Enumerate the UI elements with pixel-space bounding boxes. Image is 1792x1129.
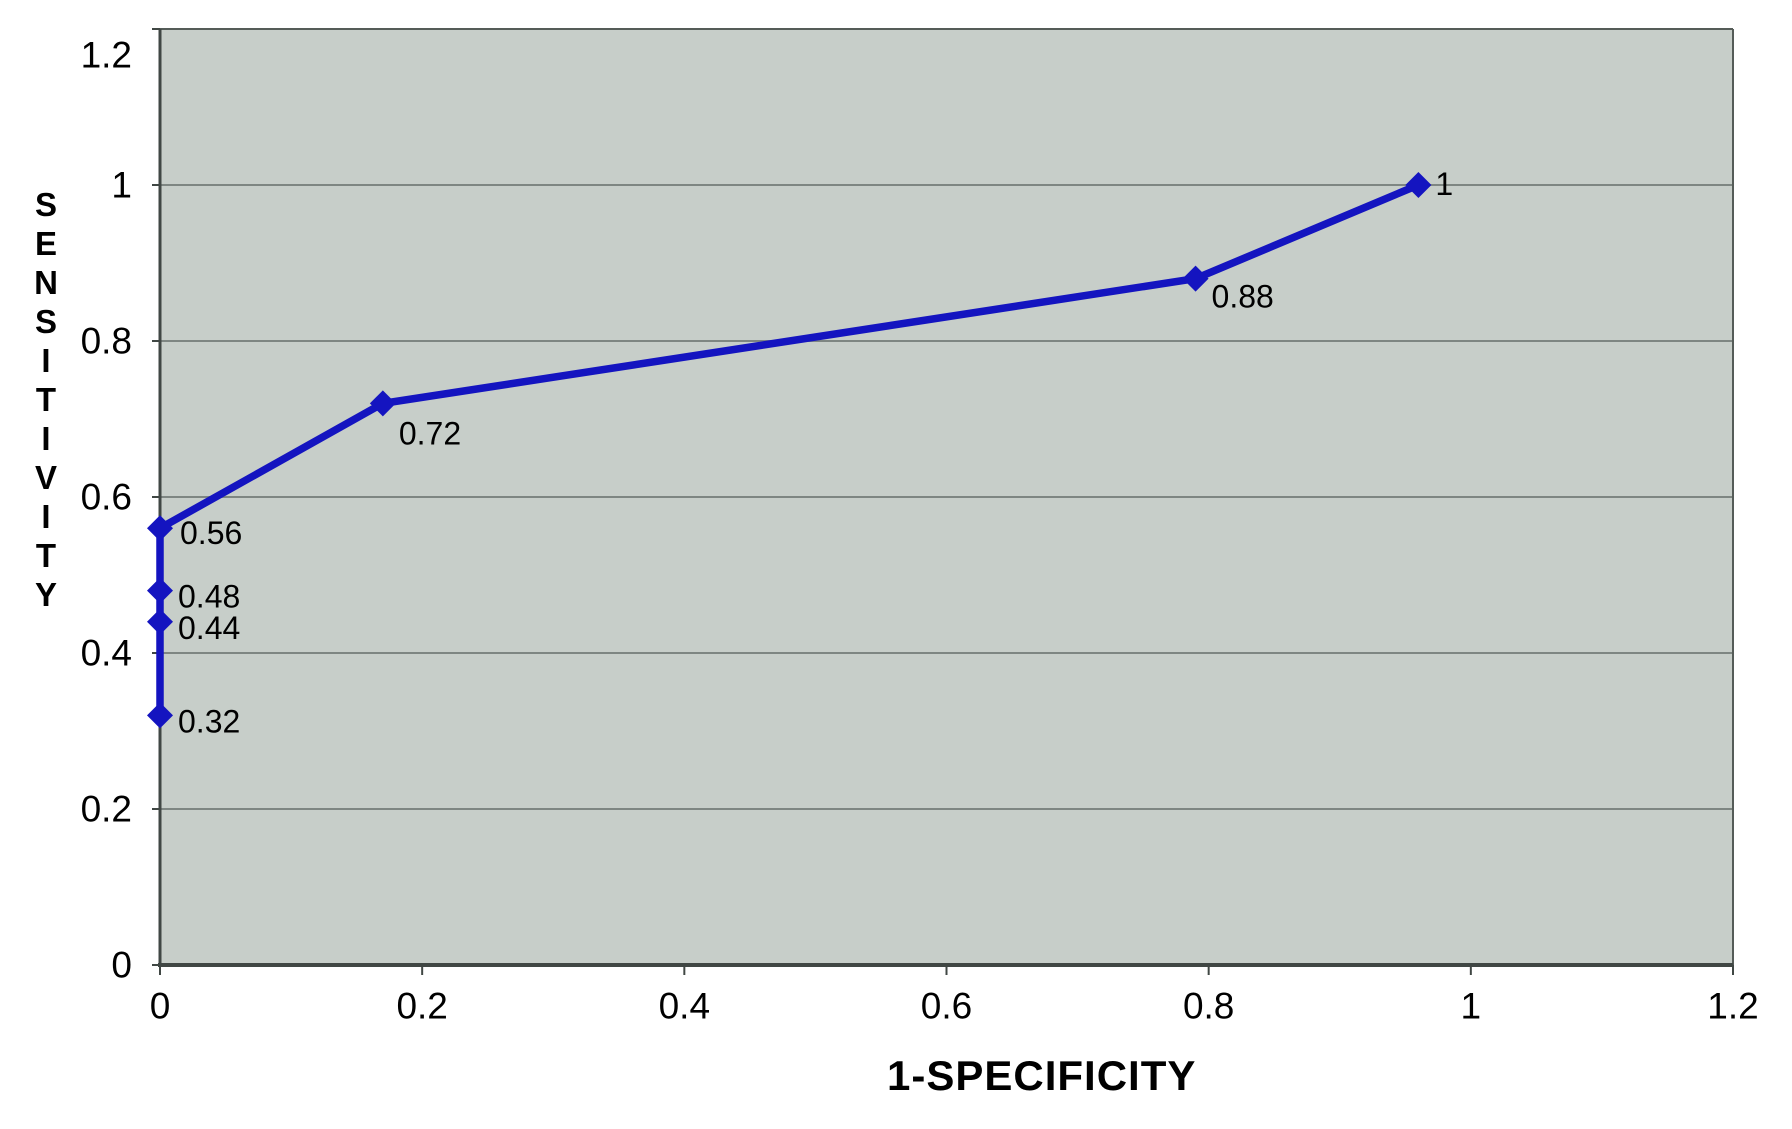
y-axis-title-letter: T <box>35 381 57 418</box>
data-point-marker <box>147 577 173 604</box>
x-tick-label: 0.2 <box>396 985 447 1026</box>
y-tick-label: 0.4 <box>81 633 132 674</box>
y-axis-title-letter: N <box>34 264 58 301</box>
data-point-label: 0.32 <box>178 703 240 739</box>
data-point-marker <box>147 702 173 729</box>
data-point-marker <box>1182 265 1209 292</box>
data-point-marker <box>1405 172 1432 198</box>
data-point-label: 1 <box>1435 166 1453 202</box>
data-point-marker <box>369 390 396 417</box>
data-point-marker <box>147 608 173 635</box>
data-point-label: 0.88 <box>1212 279 1274 315</box>
x-axis-title: 1-SPECIFICITY <box>887 1052 1197 1099</box>
data-point-marker <box>147 515 173 542</box>
y-axis-title-letter: S <box>34 303 57 340</box>
x-tick-label: 1.2 <box>1707 985 1758 1026</box>
y-tick-label: 0 <box>111 945 132 986</box>
y-axis-title-letter: I <box>41 498 51 535</box>
x-tick-label: 0.4 <box>659 985 710 1026</box>
x-tick-label: 0.8 <box>1183 985 1234 1026</box>
data-point-label: 0.56 <box>180 515 242 551</box>
y-axis-title-letter: V <box>34 459 57 496</box>
y-tick-label: 1 <box>111 165 132 206</box>
data-point-label: 0.44 <box>178 610 240 646</box>
y-axis-title-letter: S <box>34 186 57 223</box>
y-axis-title-letter: Y <box>34 576 57 613</box>
y-axis-title-letter: I <box>41 342 51 379</box>
y-axis-title-letter: I <box>41 420 51 457</box>
data-point-label: 0.72 <box>399 415 461 451</box>
y-axis-title-letter: E <box>34 225 57 262</box>
y-tick-label: 0.8 <box>81 321 132 362</box>
data-point-label: 0.48 <box>178 579 240 615</box>
x-tick-label: 0.6 <box>921 985 972 1026</box>
y-tick-label: 1.2 <box>81 35 132 76</box>
y-tick-label: 0.6 <box>81 477 132 518</box>
y-axis-title-letter: T <box>35 537 57 574</box>
x-tick-label: 1 <box>1461 985 1482 1026</box>
y-tick-label: 0.2 <box>81 789 132 830</box>
x-tick-label: 0 <box>150 985 171 1026</box>
